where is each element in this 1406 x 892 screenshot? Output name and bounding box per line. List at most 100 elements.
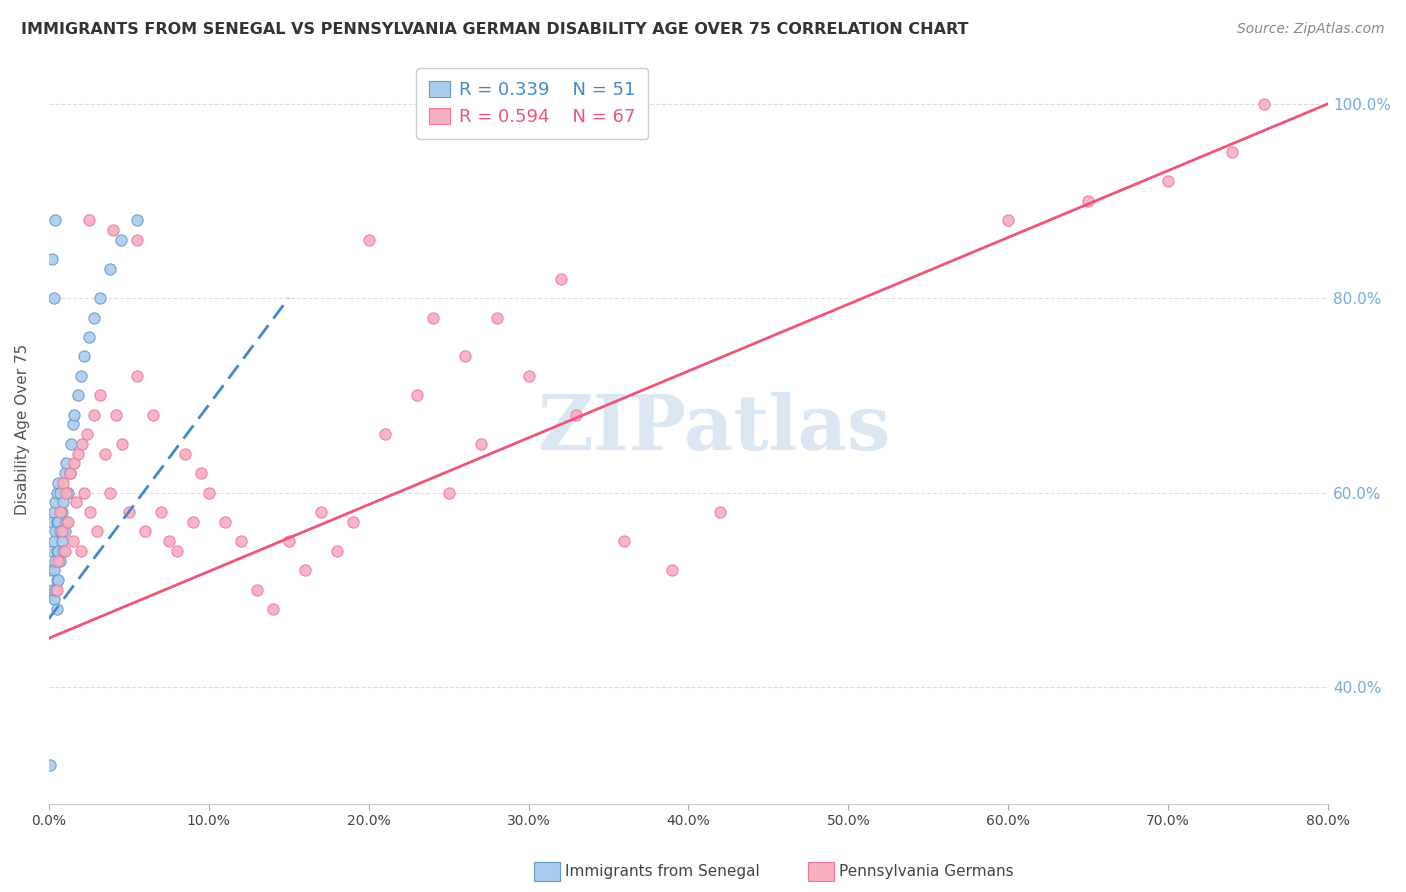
Point xyxy=(1220,145,1243,160)
Point xyxy=(110,233,132,247)
Point xyxy=(73,485,96,500)
Point xyxy=(405,388,427,402)
Point xyxy=(41,515,63,529)
Point xyxy=(613,534,636,549)
Point xyxy=(51,534,73,549)
Point xyxy=(46,515,69,529)
Point xyxy=(56,515,79,529)
Point xyxy=(44,524,66,539)
Point xyxy=(565,408,588,422)
Point xyxy=(1157,174,1180,188)
Point xyxy=(53,524,76,539)
Point xyxy=(157,534,180,549)
Point xyxy=(62,417,84,432)
Point xyxy=(58,466,80,480)
Text: Source: ZipAtlas.com: Source: ZipAtlas.com xyxy=(1237,22,1385,37)
Point xyxy=(1077,194,1099,208)
Point xyxy=(93,447,115,461)
Point xyxy=(69,368,91,383)
Point xyxy=(42,291,65,305)
Point xyxy=(437,485,460,500)
Point xyxy=(56,485,79,500)
Point xyxy=(294,563,316,577)
Point xyxy=(181,515,204,529)
Point xyxy=(309,505,332,519)
Point xyxy=(89,291,111,305)
Point xyxy=(111,437,134,451)
Point xyxy=(49,553,72,567)
Point xyxy=(89,388,111,402)
Point xyxy=(709,505,731,519)
Point xyxy=(52,475,75,490)
Point xyxy=(46,475,69,490)
Point xyxy=(69,544,91,558)
Point xyxy=(58,466,80,480)
Point xyxy=(277,534,299,549)
Point xyxy=(52,544,75,558)
Point xyxy=(53,466,76,480)
Point xyxy=(357,233,380,247)
Point xyxy=(229,534,252,549)
Point xyxy=(62,534,84,549)
Point xyxy=(45,573,67,587)
Point xyxy=(45,544,67,558)
Point xyxy=(45,515,67,529)
Point xyxy=(39,563,62,577)
Point xyxy=(661,563,683,577)
Point xyxy=(197,485,219,500)
Point xyxy=(98,485,121,500)
Point xyxy=(44,495,66,509)
Point xyxy=(83,310,105,325)
Point xyxy=(190,466,212,480)
Point xyxy=(51,505,73,519)
Point xyxy=(125,233,148,247)
Point xyxy=(342,515,364,529)
Point xyxy=(76,427,98,442)
Point xyxy=(46,544,69,558)
Point xyxy=(166,544,188,558)
Point xyxy=(125,368,148,383)
Point xyxy=(517,368,540,383)
Point xyxy=(42,592,65,607)
Text: Pennsylvania Germans: Pennsylvania Germans xyxy=(839,864,1014,879)
Point xyxy=(77,213,100,227)
Point xyxy=(142,408,165,422)
Point xyxy=(42,563,65,577)
Point xyxy=(53,544,76,558)
Point xyxy=(39,757,62,772)
Point xyxy=(44,582,66,597)
Point xyxy=(66,447,89,461)
Text: ZIPatlas: ZIPatlas xyxy=(537,392,890,467)
Point xyxy=(41,582,63,597)
Point xyxy=(55,515,77,529)
Point xyxy=(374,427,396,442)
Point xyxy=(66,388,89,402)
Point xyxy=(45,485,67,500)
Point xyxy=(72,437,94,451)
Point xyxy=(118,505,141,519)
Point xyxy=(51,524,73,539)
Point xyxy=(42,505,65,519)
Point xyxy=(52,495,75,509)
Point xyxy=(77,330,100,344)
Point xyxy=(997,213,1019,227)
Legend: R = 0.339    N = 51, R = 0.594    N = 67: R = 0.339 N = 51, R = 0.594 N = 67 xyxy=(416,68,648,139)
Point xyxy=(45,602,67,616)
Point xyxy=(98,262,121,277)
Point xyxy=(325,544,347,558)
Point xyxy=(485,310,508,325)
Point xyxy=(60,437,83,451)
Point xyxy=(453,350,475,364)
Point xyxy=(86,524,108,539)
Point xyxy=(45,582,67,597)
Point xyxy=(63,408,86,422)
Point xyxy=(49,505,72,519)
Point xyxy=(39,588,62,602)
Point xyxy=(55,485,77,500)
Point xyxy=(125,213,148,227)
Point xyxy=(104,408,127,422)
Point xyxy=(49,524,72,539)
Point xyxy=(83,408,105,422)
Point xyxy=(63,456,86,470)
Point xyxy=(134,524,156,539)
